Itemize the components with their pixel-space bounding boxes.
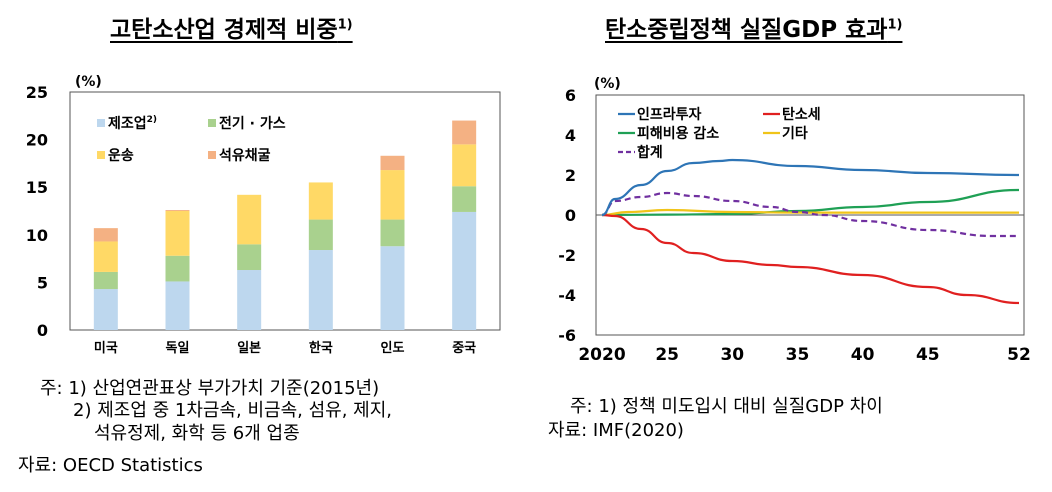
left-x-tick: 독일 <box>166 341 190 356</box>
line-인프라투자 <box>601 158 1020 217</box>
legend-label: 합계 <box>637 144 663 161</box>
bar-운송 <box>165 211 190 256</box>
bar-석유채굴 <box>93 228 118 242</box>
bar-운송 <box>237 194 262 245</box>
right-y-tick: 4 <box>565 126 576 145</box>
legend-label: 기타 <box>782 126 808 142</box>
left-plot-frame <box>69 91 501 331</box>
right-y-tick: 6 <box>565 86 576 105</box>
source-right: 자료: IMF(2020) <box>548 420 684 441</box>
right-x-tick: 2020 <box>578 345 625 365</box>
bar-운송 <box>380 170 405 220</box>
legend-label: 인프라투자 <box>637 106 702 123</box>
line-기타 <box>601 208 1019 217</box>
left-x-tick: 미국 <box>94 340 118 356</box>
left-x-tick: 인도 <box>381 340 405 356</box>
right-y-tick: -6 <box>558 326 576 345</box>
right-x-tick: 35 <box>786 345 810 365</box>
bar-운송 <box>452 144 477 187</box>
left-y-tick: 0 <box>37 321 48 340</box>
right-y-tick: 0 <box>565 206 576 225</box>
legend-label: 피해비용 감소 <box>637 125 719 142</box>
bar-전기 · 가스 <box>237 244 262 271</box>
bar-운송 <box>93 241 118 272</box>
note-left-3: 석유정제, 화학 등 6개 업종 <box>94 423 300 444</box>
bar-전기 · 가스 <box>93 271 118 290</box>
right-y-tick: -4 <box>558 286 576 305</box>
right-x-tick: 25 <box>655 345 679 365</box>
bar-석유채굴 <box>452 120 477 145</box>
left-y-tick: 10 <box>26 226 48 245</box>
left-x-tick: 중국 <box>452 341 476 356</box>
left-y-tick: 25 <box>26 83 48 102</box>
left-x-tick: 일본 <box>237 341 261 356</box>
source-left: 자료: OECD Statistics <box>18 455 203 476</box>
legend-swatch <box>97 119 105 127</box>
bar-제조업 <box>237 270 262 330</box>
bar-석유채굴 <box>165 210 190 211</box>
bar-전기 · 가스 <box>380 219 405 247</box>
right-x-tick: 40 <box>851 345 875 365</box>
left-y-tick: 20 <box>26 131 48 150</box>
right-x-tick: 30 <box>720 345 744 365</box>
legend-label: 제조업2) <box>108 115 157 132</box>
bar-제조업 <box>308 250 333 330</box>
bar-석유채굴 <box>380 155 405 171</box>
right-x-tick: 52 <box>1007 345 1031 365</box>
bar-제조업 <box>452 211 477 330</box>
legend-swatch <box>208 119 216 127</box>
note-right-1: 주: 1) 정책 미도입시 대비 실질GDP 차이 <box>570 396 883 417</box>
legend-label: 전기 · 가스 <box>219 115 286 132</box>
right-y-tick: 2 <box>565 166 576 185</box>
bar-전기 · 가스 <box>165 255 190 282</box>
bar-제조업 <box>380 246 405 330</box>
legend-label: 운송 <box>108 148 134 164</box>
legend-label: 석유채굴 <box>219 148 271 164</box>
right-y-tick: -2 <box>558 246 576 265</box>
left-chart-title: 고탄소산업 경제적 비중1) <box>110 17 353 43</box>
legend-label: 탄소세 <box>782 106 821 123</box>
legend-swatch <box>208 151 216 159</box>
line-탄소세 <box>601 213 1020 305</box>
left-x-tick: 한국 <box>309 340 333 356</box>
right-chart-title: 탄소중립정책 실질GDP 효과1) <box>605 17 903 43</box>
bar-운송 <box>308 182 333 220</box>
left-y-tick: 15 <box>26 178 48 197</box>
right-y-unit: (%) <box>594 76 621 92</box>
bar-제조업 <box>165 281 190 330</box>
bar-전기 · 가스 <box>308 219 333 251</box>
legend-swatch <box>97 151 105 159</box>
left-y-unit: (%) <box>75 74 102 90</box>
right-x-tick: 45 <box>916 345 940 365</box>
bar-전기 · 가스 <box>452 186 477 212</box>
left-y-tick: 5 <box>37 273 48 292</box>
note-left-1: 주: 1) 산업연관표상 부가가치 기준(2015년) <box>40 378 380 399</box>
note-left-2: 2) 제조업 중 1차금속, 비금속, 섬유, 제지, <box>73 400 392 421</box>
bar-제조업 <box>93 289 118 330</box>
